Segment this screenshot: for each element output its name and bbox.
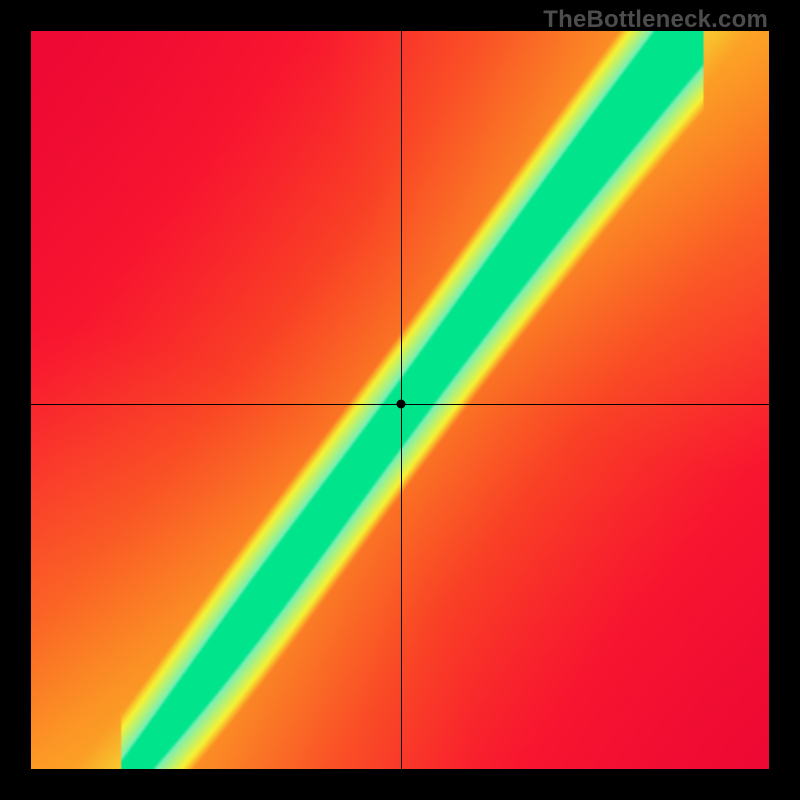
chart-container: TheBottleneck.com	[0, 0, 800, 800]
watermark-text: TheBottleneck.com	[543, 6, 768, 34]
crosshair-dot	[396, 400, 405, 409]
plot-area	[31, 31, 769, 769]
